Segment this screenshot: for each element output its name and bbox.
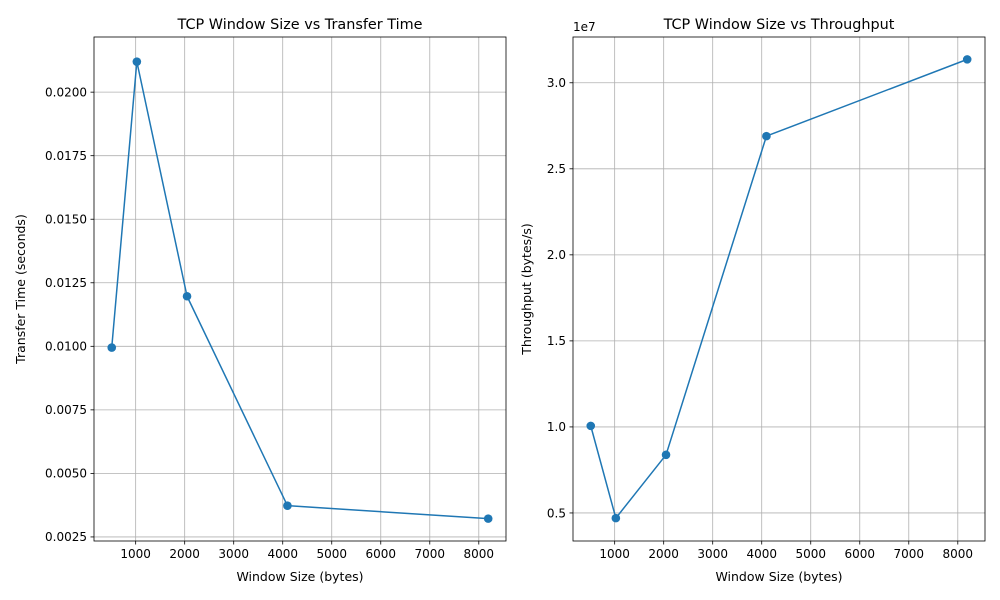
transfer-time-x-tick-label: 7000 bbox=[415, 547, 446, 561]
transfer-time-x-axis-label: Window Size (bytes) bbox=[236, 569, 363, 584]
transfer-time-y-tick-label: 0.0175 bbox=[45, 149, 87, 163]
throughput-x-axis-label: Window Size (bytes) bbox=[715, 569, 842, 584]
transfer-time-y-tick-label: 0.0150 bbox=[45, 213, 87, 227]
throughput-y-tick-label: 1.5 bbox=[547, 334, 566, 348]
throughput-grid bbox=[573, 37, 985, 541]
throughput-y-tick-label: 1.0 bbox=[547, 420, 566, 434]
throughput-y-offset-text: 1e7 bbox=[573, 20, 596, 34]
transfer-time-ticks: 1000 2000 3000 4000 5000 6000 7000 8000 0.0025 0.… bbox=[45, 85, 494, 561]
transfer-time-x-tick-label: 6000 bbox=[365, 547, 396, 561]
transfer-time-x-tick-label: 4000 bbox=[267, 547, 298, 561]
throughput-x-tick-label: 3000 bbox=[697, 547, 728, 561]
throughput-x-tick-label: 2000 bbox=[648, 547, 679, 561]
transfer-time-y-tick-label: 0.0025 bbox=[45, 530, 87, 544]
transfer-time-y-tick-label: 0.0050 bbox=[45, 467, 87, 481]
throughput-data-point bbox=[661, 450, 671, 460]
throughput-y-tick-label: 2.5 bbox=[547, 162, 566, 176]
transfer-time-grid bbox=[94, 37, 506, 541]
transfer-time-y-tick-label: 0.0200 bbox=[45, 85, 87, 99]
transfer-time-chart: 1000 2000 3000 4000 5000 6000 7000 8000 0.0025 0.… bbox=[13, 17, 507, 584]
transfer-time-x-tick-label: 1000 bbox=[120, 547, 151, 561]
transfer-time-axes-frame bbox=[93, 36, 507, 542]
transfer-time-x-tick-label: 5000 bbox=[316, 547, 347, 561]
transfer-time-data-point bbox=[182, 291, 192, 301]
throughput-chart-title: TCP Window Size vs Throughput bbox=[663, 17, 895, 33]
throughput-x-tick-label: 4000 bbox=[746, 547, 777, 561]
transfer-time-series bbox=[107, 57, 493, 523]
throughput-data-point bbox=[586, 421, 596, 431]
throughput-y-tick-label: 3.0 bbox=[547, 76, 566, 90]
throughput-x-tick-label: 6000 bbox=[844, 547, 875, 561]
throughput-series bbox=[586, 55, 972, 523]
transfer-time-data-point bbox=[283, 501, 292, 510]
transfer-time-data-point bbox=[132, 57, 142, 66]
throughput-ticks: 1000 2000 3000 4000 5000 6000 7000 8000 0.5 1.0 1.… bbox=[547, 76, 973, 561]
throughput-x-tick-label: 8000 bbox=[943, 547, 974, 561]
transfer-time-x-tick-label: 3000 bbox=[218, 547, 249, 561]
transfer-time-y-axis-label: Transfer Time (seconds) bbox=[13, 214, 28, 365]
transfer-time-y-tick-label: 0.0125 bbox=[45, 276, 87, 290]
throughput-y-axis-label: Throughput (bytes/s) bbox=[519, 223, 534, 356]
throughput-x-tick-label: 1000 bbox=[599, 547, 630, 561]
throughput-x-tick-label: 7000 bbox=[894, 547, 925, 561]
transfer-time-y-tick-label: 0.0100 bbox=[45, 340, 87, 354]
throughput-chart: 1000 2000 3000 4000 5000 6000 7000 8000 0.5 1.0 1.… bbox=[519, 17, 986, 584]
transfer-time-y-tick-label: 0.0075 bbox=[45, 403, 87, 417]
throughput-y-tick-label: 0.5 bbox=[547, 506, 566, 520]
transfer-time-data-point bbox=[483, 514, 493, 523]
transfer-time-x-tick-label: 2000 bbox=[169, 547, 200, 561]
throughput-x-tick-label: 5000 bbox=[795, 547, 826, 561]
transfer-time-chart-title: TCP Window Size vs Transfer Time bbox=[177, 17, 423, 33]
transfer-time-x-tick-label: 8000 bbox=[464, 547, 495, 561]
throughput-y-tick-label: 2.0 bbox=[547, 248, 566, 262]
throughput-data-point bbox=[762, 131, 771, 141]
throughput-axes-frame bbox=[572, 36, 986, 542]
throughput-data-point bbox=[962, 55, 972, 64]
transfer-time-data-point bbox=[107, 343, 117, 352]
throughput-data-point bbox=[611, 513, 621, 523]
